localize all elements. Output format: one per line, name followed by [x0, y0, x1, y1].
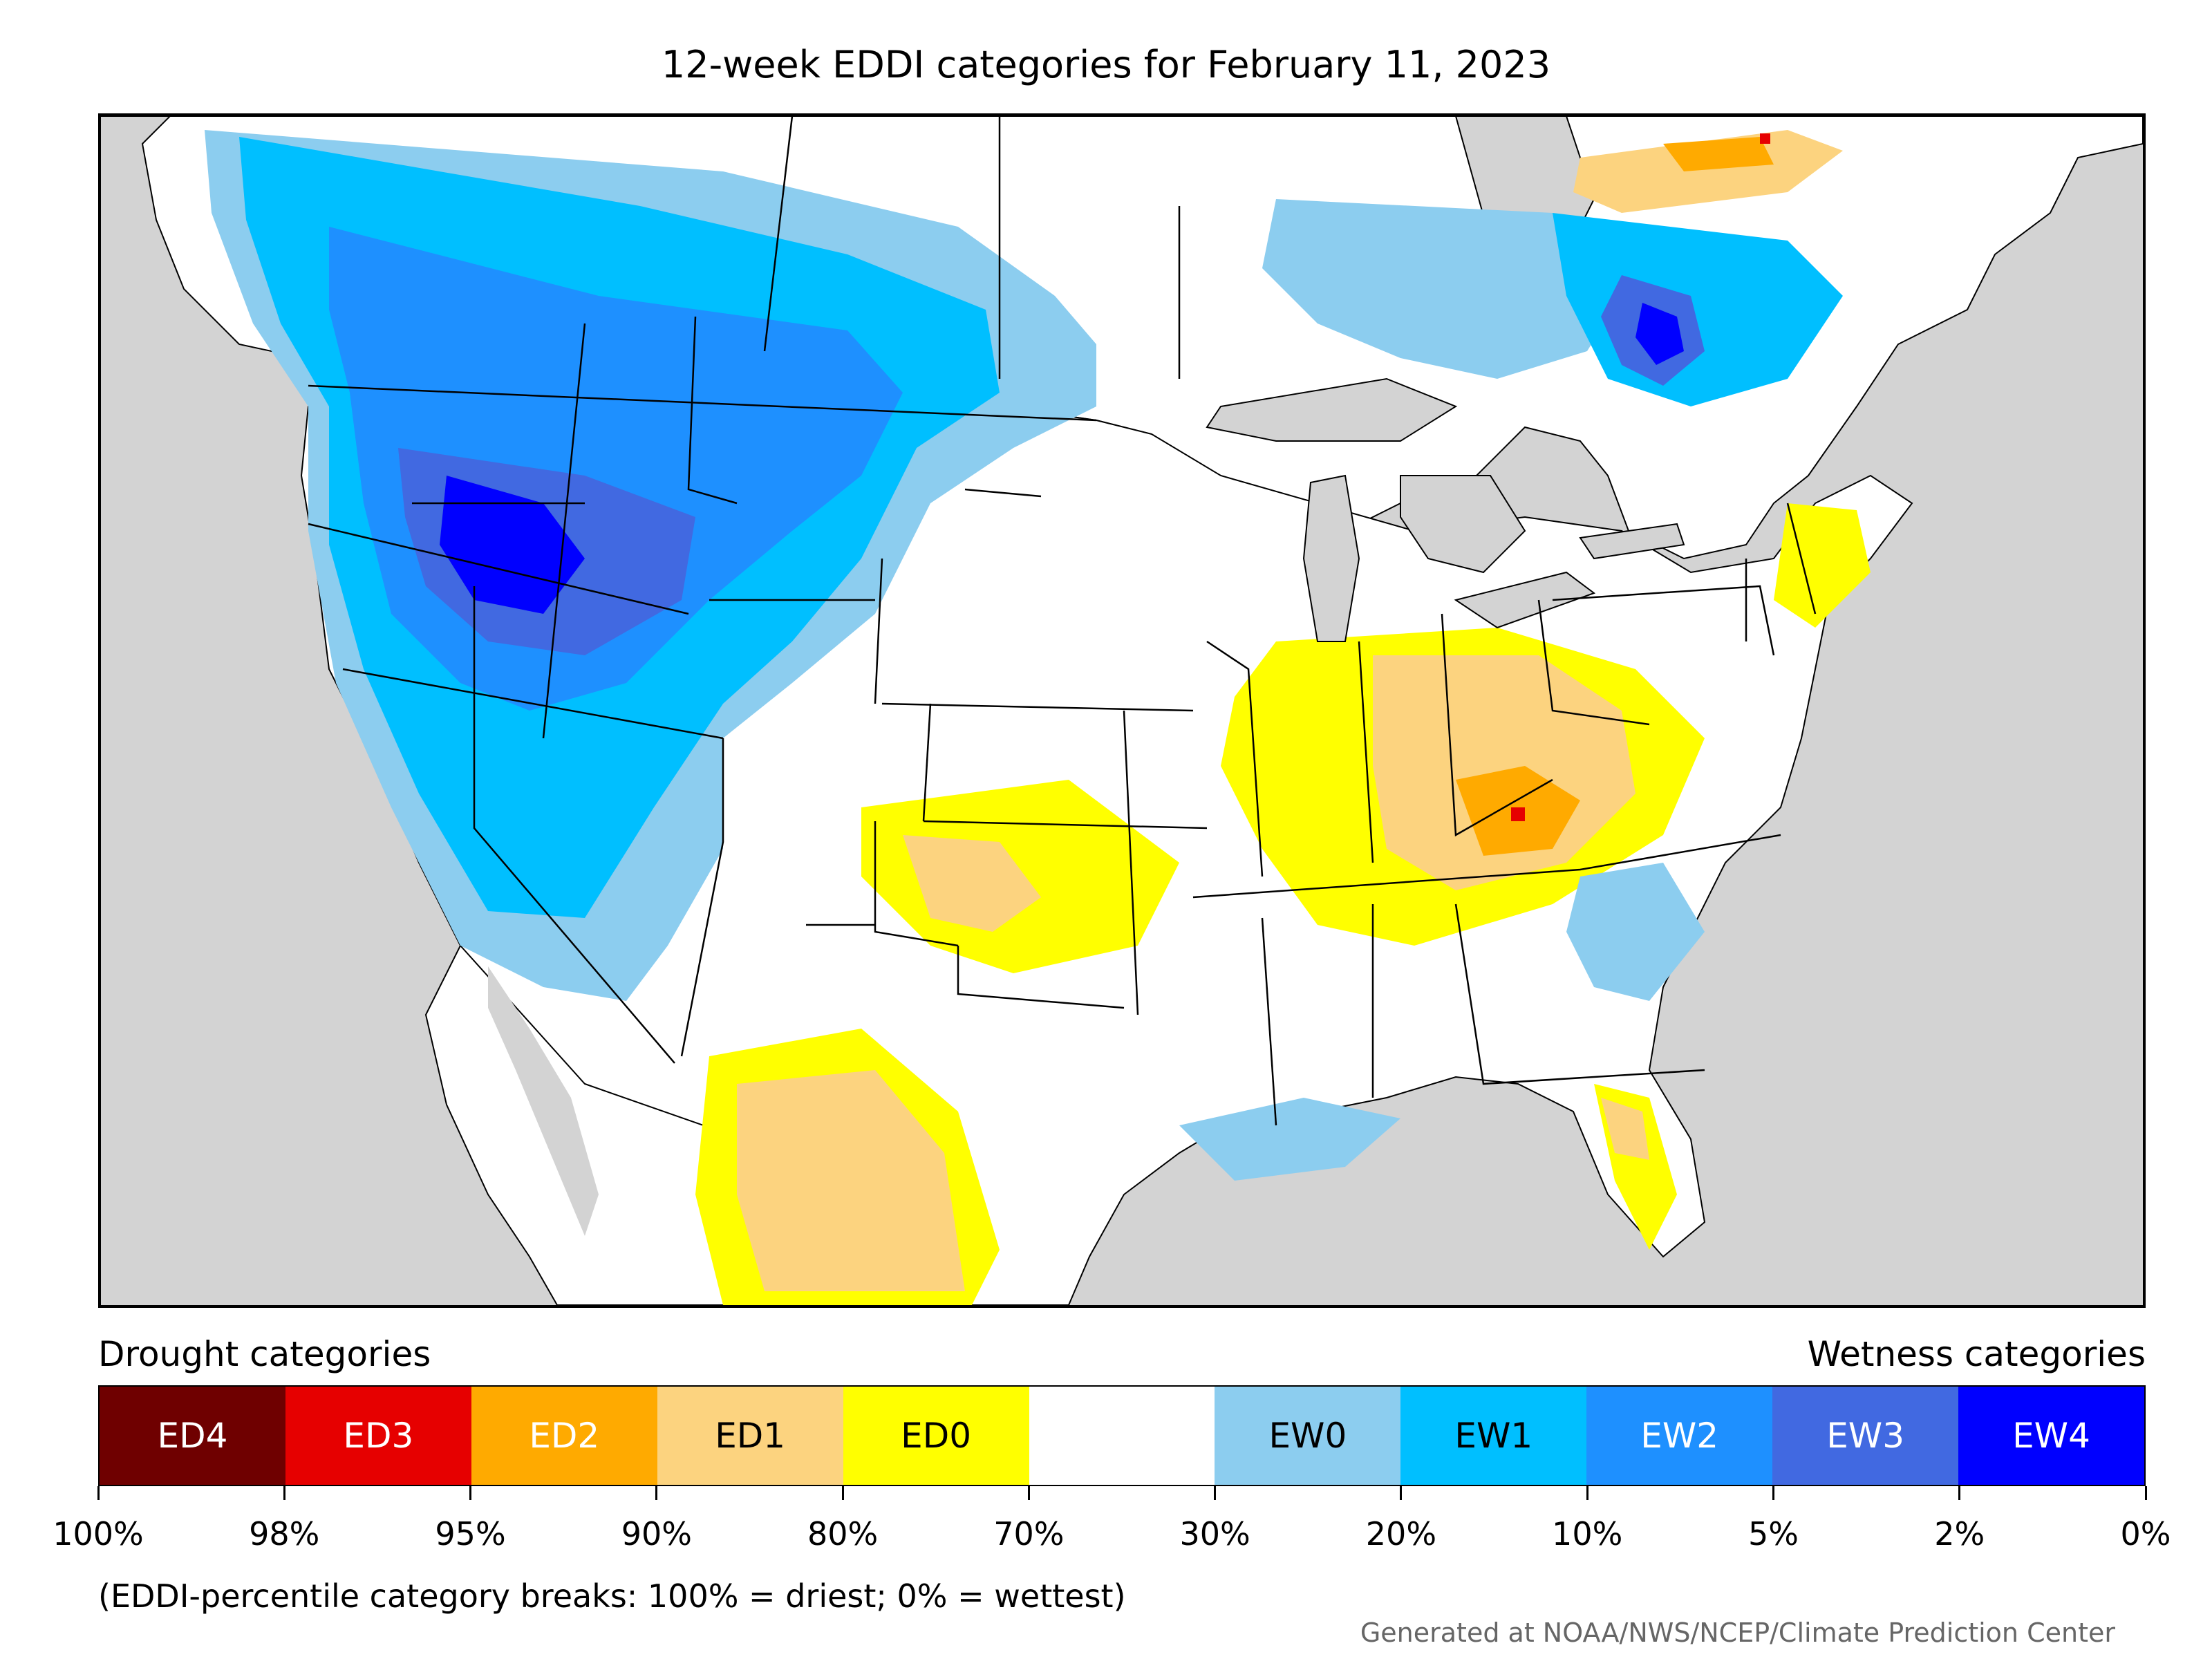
political-boundaries: [308, 116, 1817, 1126]
lake-erie: [1454, 571, 1596, 629]
colorbar-tick: [841, 1486, 844, 1500]
colorbar-ticks: [97, 1486, 2147, 1501]
colorbar-segment: ED1: [657, 1387, 843, 1485]
colorbar-tick-label: 100%: [53, 1515, 144, 1553]
colorbar-segment: EW0: [1215, 1387, 1401, 1485]
category-breaks-footnote: (EDDI-percentile category breaks: 100% =…: [98, 1577, 1126, 1615]
colorbar-tick: [655, 1486, 658, 1500]
colorbar-tick-label: 70%: [993, 1515, 1065, 1553]
colorbar-segment: ED0: [843, 1387, 1029, 1485]
region-ed2-north-quebec: [1663, 137, 1774, 171]
colorbar-segment: [1029, 1387, 1215, 1485]
region-ew0-north: [1262, 199, 1622, 379]
region-ed1-north-quebec: [1573, 130, 1843, 213]
colorbar-tick-label: 0%: [2120, 1515, 2171, 1553]
colorbar-tick-label: 30%: [1179, 1515, 1250, 1553]
colorbar-segment: EW4: [1958, 1387, 2144, 1485]
colorbar-segment: EW1: [1400, 1387, 1587, 1485]
colorbar-tick: [1958, 1486, 1961, 1500]
colorbar-tick: [1400, 1486, 1403, 1500]
colorbar-tick: [469, 1486, 472, 1500]
colorbar-tick: [2144, 1486, 2147, 1500]
colorbar-tick: [1586, 1486, 1588, 1500]
colorbar-tick: [97, 1486, 100, 1500]
lake-huron: [1400, 475, 1526, 574]
colorbar-tick-label: 2%: [1934, 1515, 1985, 1553]
category-colorbar: ED4 ED3 ED2 ED1 ED0 EW0 EW1 EW2 EW3 EW4: [98, 1385, 2146, 1486]
map-title: 12-week EDDI categories for February 11,…: [661, 43, 1551, 86]
colorbar-tick-label: 95%: [435, 1515, 506, 1553]
colorbar-tick-label: 20%: [1365, 1515, 1437, 1553]
colorbar-segment: ED2: [471, 1387, 657, 1485]
colorbar-segment: ED4: [100, 1387, 285, 1485]
region-ew0-southeast: [1566, 863, 1705, 1001]
credit-line: Generated at NOAA/NWS/NCEP/Climate Predi…: [1360, 1618, 2115, 1648]
colorbar-segment: EW2: [1586, 1387, 1773, 1485]
region-ed3-ohio: [1511, 807, 1525, 821]
colorbar-tick: [1027, 1486, 1030, 1500]
colorbar-tick-label: 80%: [807, 1515, 879, 1553]
wetness-categories-heading: Wetness categories: [1807, 1334, 2146, 1374]
region-ed3-north-quebec: [1760, 133, 1770, 144]
drought-categories-heading: Drought categories: [98, 1334, 431, 1374]
region-ed1-florida: [1601, 1098, 1649, 1160]
colorbar-tick: [283, 1486, 285, 1500]
colorbar-tick-label: 10%: [1552, 1515, 1623, 1553]
colorbar-segment: EW3: [1772, 1387, 1959, 1485]
lake-michigan: [1302, 474, 1360, 642]
region-ew4-quebec: [1635, 303, 1684, 365]
region-ed1-plains: [903, 835, 1041, 932]
gulf-of-california: [488, 966, 599, 1236]
region-ew0-gulf: [1179, 1098, 1400, 1181]
lake-superior: [1206, 377, 1458, 442]
colorbar-tick-label: 90%: [621, 1515, 692, 1553]
colorbar-tick-label: 5%: [1747, 1515, 1799, 1553]
lake-ontario: [1579, 523, 1685, 560]
region-ed1-mexico: [737, 1070, 965, 1291]
colorbar-tick: [1772, 1486, 1774, 1500]
region-ed0-northeast: [1774, 503, 1871, 628]
colorbar-tick-label: 98%: [249, 1515, 320, 1553]
colorbar-segment: ED3: [285, 1387, 471, 1485]
region-ew4-west: [440, 476, 585, 614]
map-panel: [98, 113, 2146, 1308]
colorbar-tick: [1214, 1486, 1217, 1500]
